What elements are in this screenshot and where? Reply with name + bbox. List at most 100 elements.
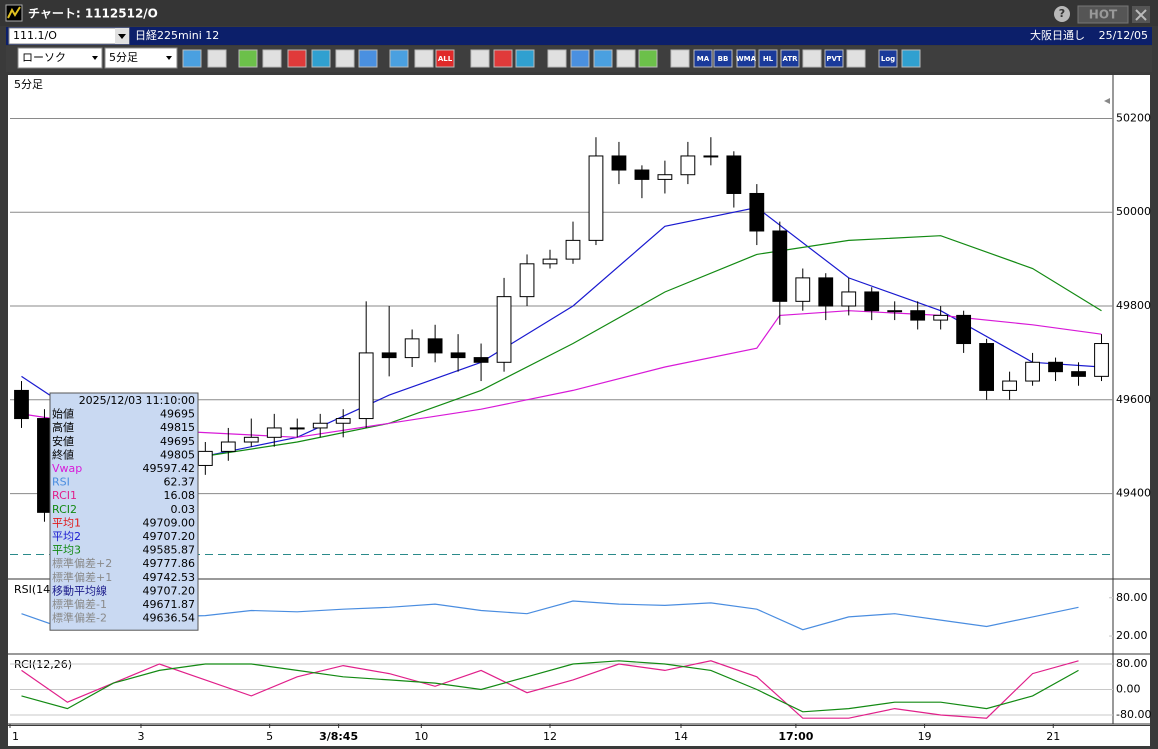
- tool-icon[interactable]: [780, 49, 800, 68]
- info-label: Vwap: [52, 462, 82, 475]
- candle-body: [933, 314, 949, 321]
- tool-icon[interactable]: [207, 49, 227, 68]
- candle-body: [956, 314, 972, 345]
- x-tick-label: 10: [414, 730, 428, 743]
- hot-button[interactable]: [1077, 5, 1129, 24]
- tool-icon[interactable]: [670, 49, 690, 68]
- candle-body: [14, 389, 29, 420]
- candle-body: [473, 357, 489, 363]
- tool-icon-label[interactable]: ATR: [782, 55, 798, 63]
- tool-icon[interactable]: [435, 49, 455, 68]
- info-value: 16.08: [164, 489, 196, 502]
- tool-icon-label[interactable]: ALL: [438, 55, 453, 63]
- dropdown-arrow-glyph: [166, 56, 172, 60]
- tool-icon[interactable]: [713, 49, 733, 68]
- tool-icon[interactable]: [547, 49, 567, 68]
- help-button[interactable]: [1054, 6, 1070, 22]
- tool-icon[interactable]: [638, 49, 658, 68]
- chart-style[interactable]: ローソク: [22, 51, 66, 64]
- session-name: 大阪日通し: [1030, 28, 1085, 42]
- info-label: 高値: [52, 420, 74, 434]
- candle-body: [335, 418, 351, 424]
- candle-body: [220, 441, 236, 452]
- info-value: 49707.20: [143, 530, 196, 543]
- candle-body: [197, 450, 213, 466]
- tool-icon[interactable]: [878, 49, 898, 68]
- interval-dropdown[interactable]: [104, 47, 178, 69]
- y-tick-label: 50000: [1116, 205, 1151, 218]
- tool-icon-label[interactable]: PVT: [826, 55, 842, 63]
- candle-body: [289, 427, 305, 430]
- tool-icon[interactable]: [616, 49, 636, 68]
- info-label: RCI2: [52, 503, 77, 516]
- candle-body: [1002, 380, 1017, 391]
- candle-body: [427, 338, 443, 354]
- candle-body: [358, 352, 374, 420]
- candle-body: [542, 258, 558, 265]
- tool-icon[interactable]: [570, 49, 590, 68]
- tool-icon-label[interactable]: HL: [763, 55, 774, 63]
- info-value: 49636.54: [143, 612, 196, 625]
- app-icon-glyph: [7, 6, 21, 19]
- info-value: 49695: [160, 408, 195, 421]
- tool-icon[interactable]: [493, 49, 513, 68]
- info-label: 終値: [52, 447, 74, 461]
- candle-body: [1048, 361, 1063, 373]
- y-tick-label: 50200: [1116, 111, 1151, 124]
- tool-icon[interactable]: [238, 49, 258, 68]
- title-bar: [0, 0, 1158, 26]
- tool-icon[interactable]: [824, 49, 844, 68]
- tool-icon-label[interactable]: MA: [697, 55, 710, 63]
- candle-body: [910, 310, 926, 321]
- candle-body: [588, 155, 604, 241]
- interval[interactable]: 5分足: [109, 51, 138, 64]
- tool-icon[interactable]: [389, 49, 409, 68]
- dropdown-arrow-glyph: [92, 56, 98, 60]
- tool-icon[interactable]: [846, 49, 866, 68]
- info-label: 始値: [52, 407, 74, 421]
- tool-icon-label[interactable]: WMA: [736, 55, 757, 63]
- tool-icon[interactable]: [693, 49, 713, 68]
- candle-body: [864, 291, 880, 312]
- symbol-code[interactable]: 111.1/O: [13, 29, 57, 42]
- style-dropdown[interactable]: [17, 47, 103, 69]
- tool-icon[interactable]: [414, 49, 434, 68]
- tool-icon[interactable]: [802, 49, 822, 68]
- x-tick-label: 3: [137, 730, 144, 743]
- tool-icon[interactable]: [593, 49, 613, 68]
- tool-icon[interactable]: [736, 49, 756, 68]
- symbol-name: 日経225mini 12: [135, 29, 219, 42]
- overlay-line: [205, 235, 1102, 457]
- tool-icon[interactable]: [358, 49, 378, 68]
- tool-icon-label[interactable]: Log: [881, 55, 895, 63]
- tool-icon[interactable]: [901, 49, 921, 68]
- candle-body: [772, 230, 788, 302]
- session-date: 25/12/05: [1099, 29, 1148, 42]
- candle-body: [450, 352, 466, 359]
- tool-icon[interactable]: [287, 49, 307, 68]
- info-box: [49, 392, 199, 631]
- close-button[interactable]: [1132, 6, 1150, 23]
- tool-icon[interactable]: [311, 49, 331, 68]
- tool-icon-label[interactable]: BB: [718, 55, 729, 63]
- tool-icon[interactable]: [335, 49, 355, 68]
- x-tick-label: 1: [12, 730, 19, 743]
- candle-body: [680, 155, 696, 176]
- hot-label[interactable]: HOT: [1089, 8, 1118, 22]
- x-tick-label: 3/8:45: [319, 730, 358, 743]
- info-value: 49742.53: [143, 571, 196, 584]
- help-glyph[interactable]: ?: [1059, 7, 1065, 20]
- info-label: 平均2: [52, 530, 81, 543]
- info-label: RSI: [52, 476, 70, 489]
- tool-icon[interactable]: [262, 49, 282, 68]
- tool-icon[interactable]: [470, 49, 490, 68]
- overlay-line: [21, 310, 1102, 438]
- y-tick-label: 20.00: [1116, 629, 1148, 642]
- tool-icon[interactable]: [758, 49, 778, 68]
- tool-icon[interactable]: [515, 49, 535, 68]
- candle-body: [37, 418, 52, 513]
- info-value: 49707.20: [143, 584, 196, 597]
- candle-body: [496, 296, 512, 363]
- info-value: 49815: [160, 421, 195, 434]
- tool-icon[interactable]: [182, 49, 202, 68]
